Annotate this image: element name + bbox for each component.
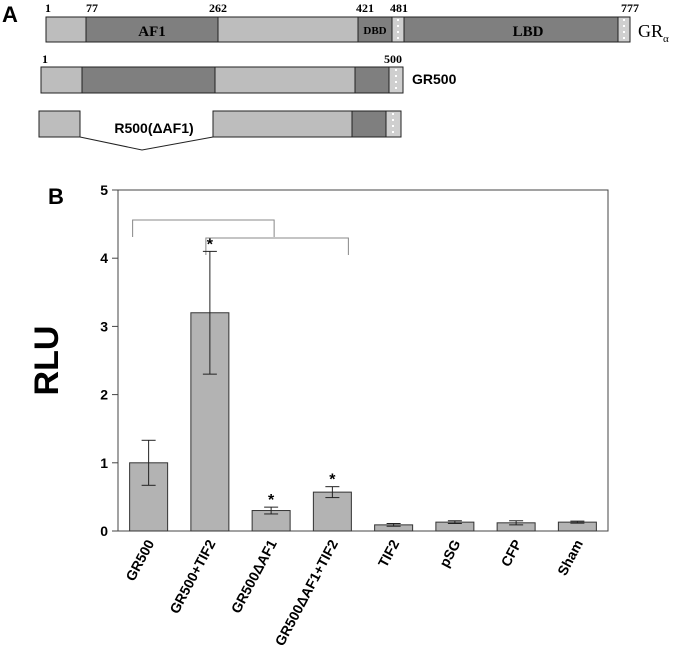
comparison-brackets [132,219,349,255]
bar-chart: 0 1 2 3 4 5 RLU * * * GR500 GR500+TIF2 GR500ΔAF1G… [28,182,609,649]
significance-star: * [268,492,275,509]
category-label: pSG [436,537,464,570]
panel-a-letter: A [2,2,18,27]
comparison-bracket [132,219,275,237]
lbd-domain [403,16,619,43]
dbd-label: DBD [363,25,386,37]
pos-1: 1 [45,1,51,15]
bar [312,491,352,532]
gr500-end: 500 [384,52,402,66]
y-tick-label: 5 [100,182,108,198]
daf1-n-term [38,110,81,138]
af1-domain [85,16,219,43]
y-tick-label: 1 [100,455,108,471]
gr500-dbd [354,66,390,94]
lbd-label: LBD [513,24,544,40]
y-tick-label: 4 [100,250,108,266]
y-axis: 0 1 2 3 4 5 [100,182,118,539]
daf1-hinge [385,110,402,138]
gr500-hinge [388,66,404,94]
plot-frame [117,189,609,532]
pos-481: 481 [390,1,408,15]
gr-alpha-sub: α [663,33,669,45]
comparison-bracket [205,237,349,255]
bars: * * * [129,236,597,532]
category-label: GR500+TIF2 [166,537,218,616]
pos-777: 777 [621,1,639,15]
af1-label: AF1 [138,24,166,40]
c-terminal-domain [617,16,631,43]
deletion-connector [79,136,214,151]
gr500-label: GR500 [412,71,457,87]
daf1-dbd [351,110,387,138]
gr500-construct: 1 500 GR500 [40,52,457,94]
gr500-af1 [81,66,216,94]
y-tick-label: 3 [100,318,108,334]
category-label: GR500ΔAF1+TIF2 [272,537,342,649]
gr-alpha-name: GR [638,21,663,41]
category-label: TIF2 [375,537,403,570]
category-label: Sham [554,537,586,578]
pos-421: 421 [356,1,374,15]
y-axis-label: RLU [28,326,66,396]
y-tick-label: 0 [100,523,108,539]
gr-alpha-label: GRα [638,21,669,45]
pos-77: 77 [86,1,98,15]
gr500-start: 1 [42,52,48,66]
category-label: GR500ΔAF1 [228,537,280,616]
deletion-label: R500(ΔAF1) [114,120,193,136]
gr500-daf1-construct: R500(ΔAF1) [38,110,402,151]
significance-star: * [329,472,336,489]
significance-star: * [207,236,214,253]
dbd-domain [357,16,393,43]
pos-262: 262 [209,1,227,15]
category-label: CFP [498,537,525,569]
gr-alpha-construct: 1 77 262 421 481 777 AF1 DBD LBD GRα [45,1,669,45]
category-label: GR500 [122,537,157,584]
y-tick-label: 2 [100,387,108,403]
panel-b-letter: B [48,184,64,209]
